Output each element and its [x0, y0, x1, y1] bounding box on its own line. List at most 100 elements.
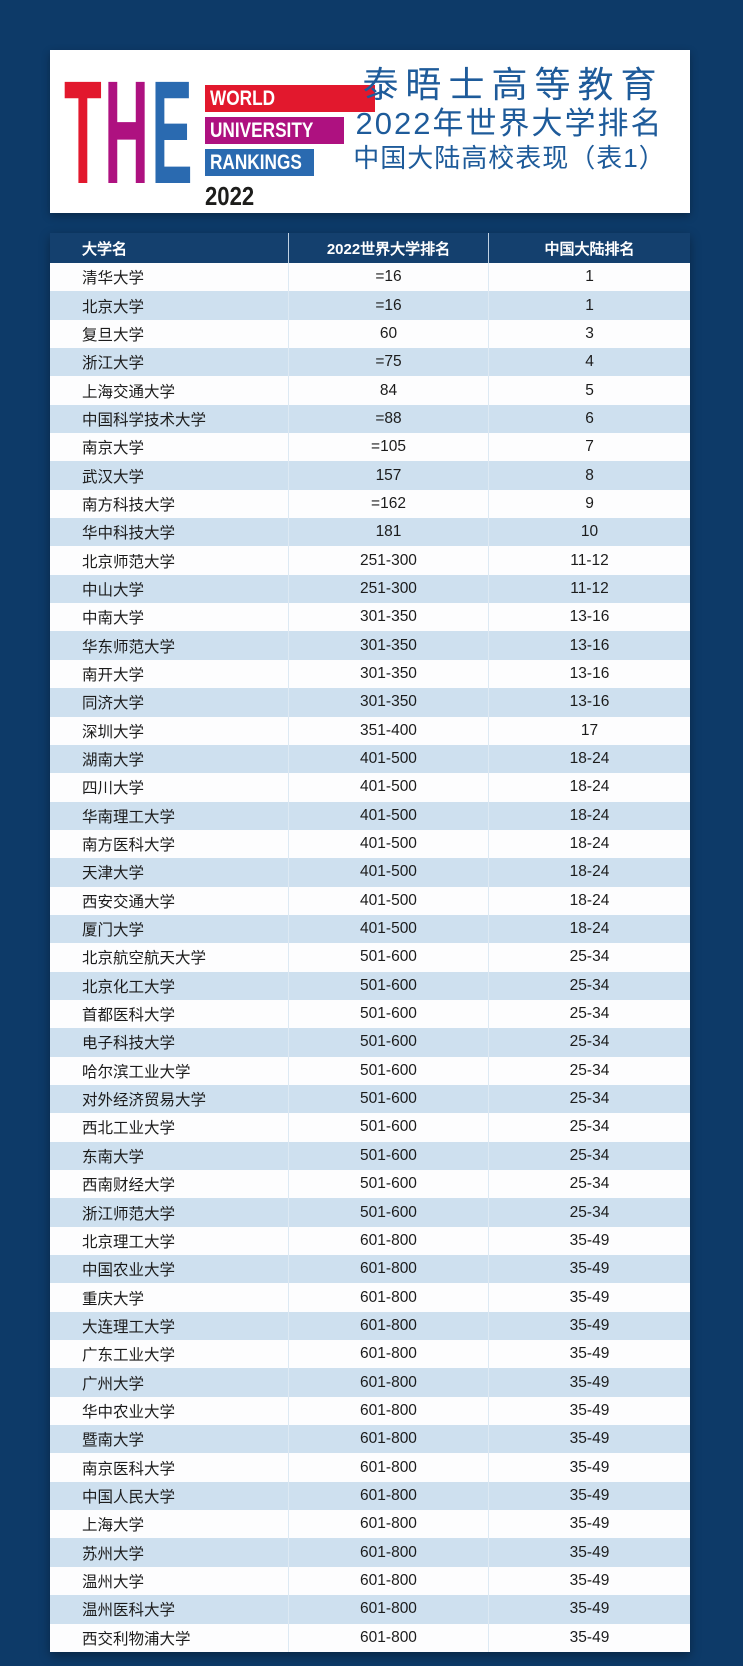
world-rank-cell: 501-600: [288, 1198, 488, 1227]
china-rank-cell: 35-49: [488, 1283, 690, 1312]
china-rank-cell: 18-24: [488, 773, 690, 802]
university-name-cell: 南京大学: [82, 440, 145, 458]
university-name-cell: 暨南大学: [82, 1432, 145, 1450]
world-rank-cell: =16: [288, 291, 488, 320]
world-rank-cell: =105: [288, 433, 488, 462]
university-name-cell: 电子科技大学: [82, 1035, 176, 1053]
table-row: 南京大学 =105 7: [50, 433, 690, 462]
university-name-cell: 大连理工大学: [82, 1318, 176, 1336]
china-rank-cell: 7: [488, 433, 690, 462]
china-rank-cell: 18-24: [488, 744, 690, 774]
table-row: 温州大学 601-800 35-49: [50, 1566, 690, 1596]
china-rank-cell: 11-12: [488, 546, 690, 575]
university-name-cell: 华中科技大学: [82, 525, 176, 543]
table-row: 中国科学技术大学 =88 6: [50, 404, 690, 434]
university-name-cell: 中国农业大学: [82, 1262, 176, 1280]
world-rank-cell: 601-800: [288, 1453, 488, 1482]
title-line-1: 泰晤士高等教育: [362, 64, 664, 105]
world-rank-cell: 601-800: [288, 1226, 488, 1256]
logo-year: 2022: [205, 181, 255, 211]
university-name-cell: 中南大学: [82, 610, 145, 628]
world-rank-cell: 601-800: [288, 1623, 488, 1652]
logo-bar-world: WORLD: [205, 85, 375, 112]
china-rank-cell: 35-49: [488, 1453, 690, 1482]
world-rank-cell: 501-600: [288, 1028, 488, 1057]
university-name-cell: 中山大学: [82, 581, 145, 599]
china-rank-cell: 5: [488, 376, 690, 405]
table-row: 哈尔滨工业大学 501-600 25-34: [50, 1056, 690, 1085]
table-row: 东南大学 501-600 25-34: [50, 1141, 690, 1170]
table-row: 武汉大学 157 8: [50, 461, 690, 490]
table-row: 暨南大学 601-800 35-49: [50, 1425, 690, 1454]
world-rank-cell: 351-400: [288, 716, 488, 745]
university-name-cell: 西北工业大学: [82, 1120, 176, 1138]
world-rank-cell: 181: [288, 518, 488, 547]
table-body: 清华大学 =16 1 北京大学 =16 1 复旦大学 60 3 浙江大学 =75 4 上海交通大学 84 5…: [50, 263, 690, 1652]
world-rank-cell: 501-600: [288, 971, 488, 1000]
china-rank-cell: 35-49: [488, 1425, 690, 1454]
world-rank-cell: 401-500: [288, 886, 488, 915]
china-rank-cell: 35-49: [488, 1226, 690, 1256]
china-rank-cell: 35-49: [488, 1340, 690, 1369]
university-name-cell: 首都医科大学: [82, 1007, 176, 1025]
world-rank-cell: 251-300: [288, 574, 488, 604]
logo-bars: WORLD UNIVERSITY RANKINGS 2022: [205, 85, 375, 212]
world-rank-cell: 601-800: [288, 1368, 488, 1397]
university-name-cell: 天津大学: [82, 865, 145, 883]
world-rank-cell: 157: [288, 461, 488, 490]
china-rank-cell: 3: [488, 319, 690, 349]
table-row: 西南财经大学 501-600 25-34: [50, 1170, 690, 1199]
china-rank-cell: 35-49: [488, 1368, 690, 1397]
china-rank-cell: 25-34: [488, 999, 690, 1029]
university-name-cell: 上海大学: [82, 1517, 145, 1535]
table-row: 西安交通大学 401-500 18-24: [50, 886, 690, 915]
world-rank-cell: 401-500: [288, 801, 488, 830]
table-row: 首都医科大学 501-600 25-34: [50, 999, 690, 1029]
china-rank-cell: 17: [488, 716, 690, 745]
world-rank-cell: =162: [288, 489, 488, 519]
world-rank-cell: 401-500: [288, 829, 488, 859]
world-rank-cell: 601-800: [288, 1340, 488, 1369]
table-row: 中南大学 301-350 13-16: [50, 603, 690, 632]
university-name-cell: 广东工业大学: [82, 1347, 176, 1365]
china-rank-cell: 18-24: [488, 858, 690, 887]
table-row: 中国人民大学 601-800 35-49: [50, 1481, 690, 1511]
china-rank-cell: 10: [488, 518, 690, 547]
world-rank-cell: 301-350: [288, 631, 488, 660]
china-rank-cell: 35-49: [488, 1481, 690, 1511]
table-row: 北京航空航天大学 501-600 25-34: [50, 943, 690, 972]
table-row: 南方科技大学 =162 9: [50, 489, 690, 519]
university-name-cell: 厦门大学: [82, 922, 145, 940]
col-header-china-rank: 中国大陆排名: [488, 233, 690, 263]
table-row: 华南理工大学 401-500 18-24: [50, 801, 690, 830]
world-rank-cell: 501-600: [288, 999, 488, 1029]
logo-bar-rankings: RANKINGS: [205, 149, 314, 176]
world-rank-cell: 301-350: [288, 688, 488, 717]
world-rank-cell: 501-600: [288, 943, 488, 972]
university-name-cell: 哈尔滨工业大学: [82, 1063, 191, 1081]
world-rank-cell: 401-500: [288, 773, 488, 802]
table-row: 浙江师范大学 501-600 25-34: [50, 1198, 690, 1227]
china-rank-cell: 13-16: [488, 659, 690, 689]
university-name-cell: 北京理工大学: [82, 1233, 176, 1251]
university-name-cell: 中国人民大学: [82, 1488, 176, 1506]
world-rank-cell: 601-800: [288, 1595, 488, 1624]
the-letter-e: E: [151, 51, 196, 215]
china-rank-cell: 25-34: [488, 971, 690, 1000]
col-header-university: 大学名: [82, 240, 128, 258]
china-rank-cell: 8: [488, 461, 690, 490]
china-rank-cell: 25-34: [488, 1056, 690, 1085]
table-row: 复旦大学 60 3: [50, 319, 690, 349]
university-name-cell: 北京大学: [82, 298, 145, 316]
table-row: 北京大学 =16 1: [50, 291, 690, 320]
world-rank-cell: 601-800: [288, 1396, 488, 1426]
table-row: 广东工业大学 601-800 35-49: [50, 1340, 690, 1369]
china-rank-cell: 35-49: [488, 1396, 690, 1426]
university-name-cell: 苏州大学: [82, 1545, 145, 1563]
table-row: 同济大学 301-350 13-16: [50, 688, 690, 717]
table-row: 中国农业大学 601-800 35-49: [50, 1255, 690, 1284]
university-name-cell: 南开大学: [82, 666, 145, 684]
table-row: 华东师范大学 301-350 13-16: [50, 631, 690, 660]
china-rank-cell: 11-12: [488, 574, 690, 604]
university-name-cell: 对外经济贸易大学: [82, 1092, 207, 1110]
